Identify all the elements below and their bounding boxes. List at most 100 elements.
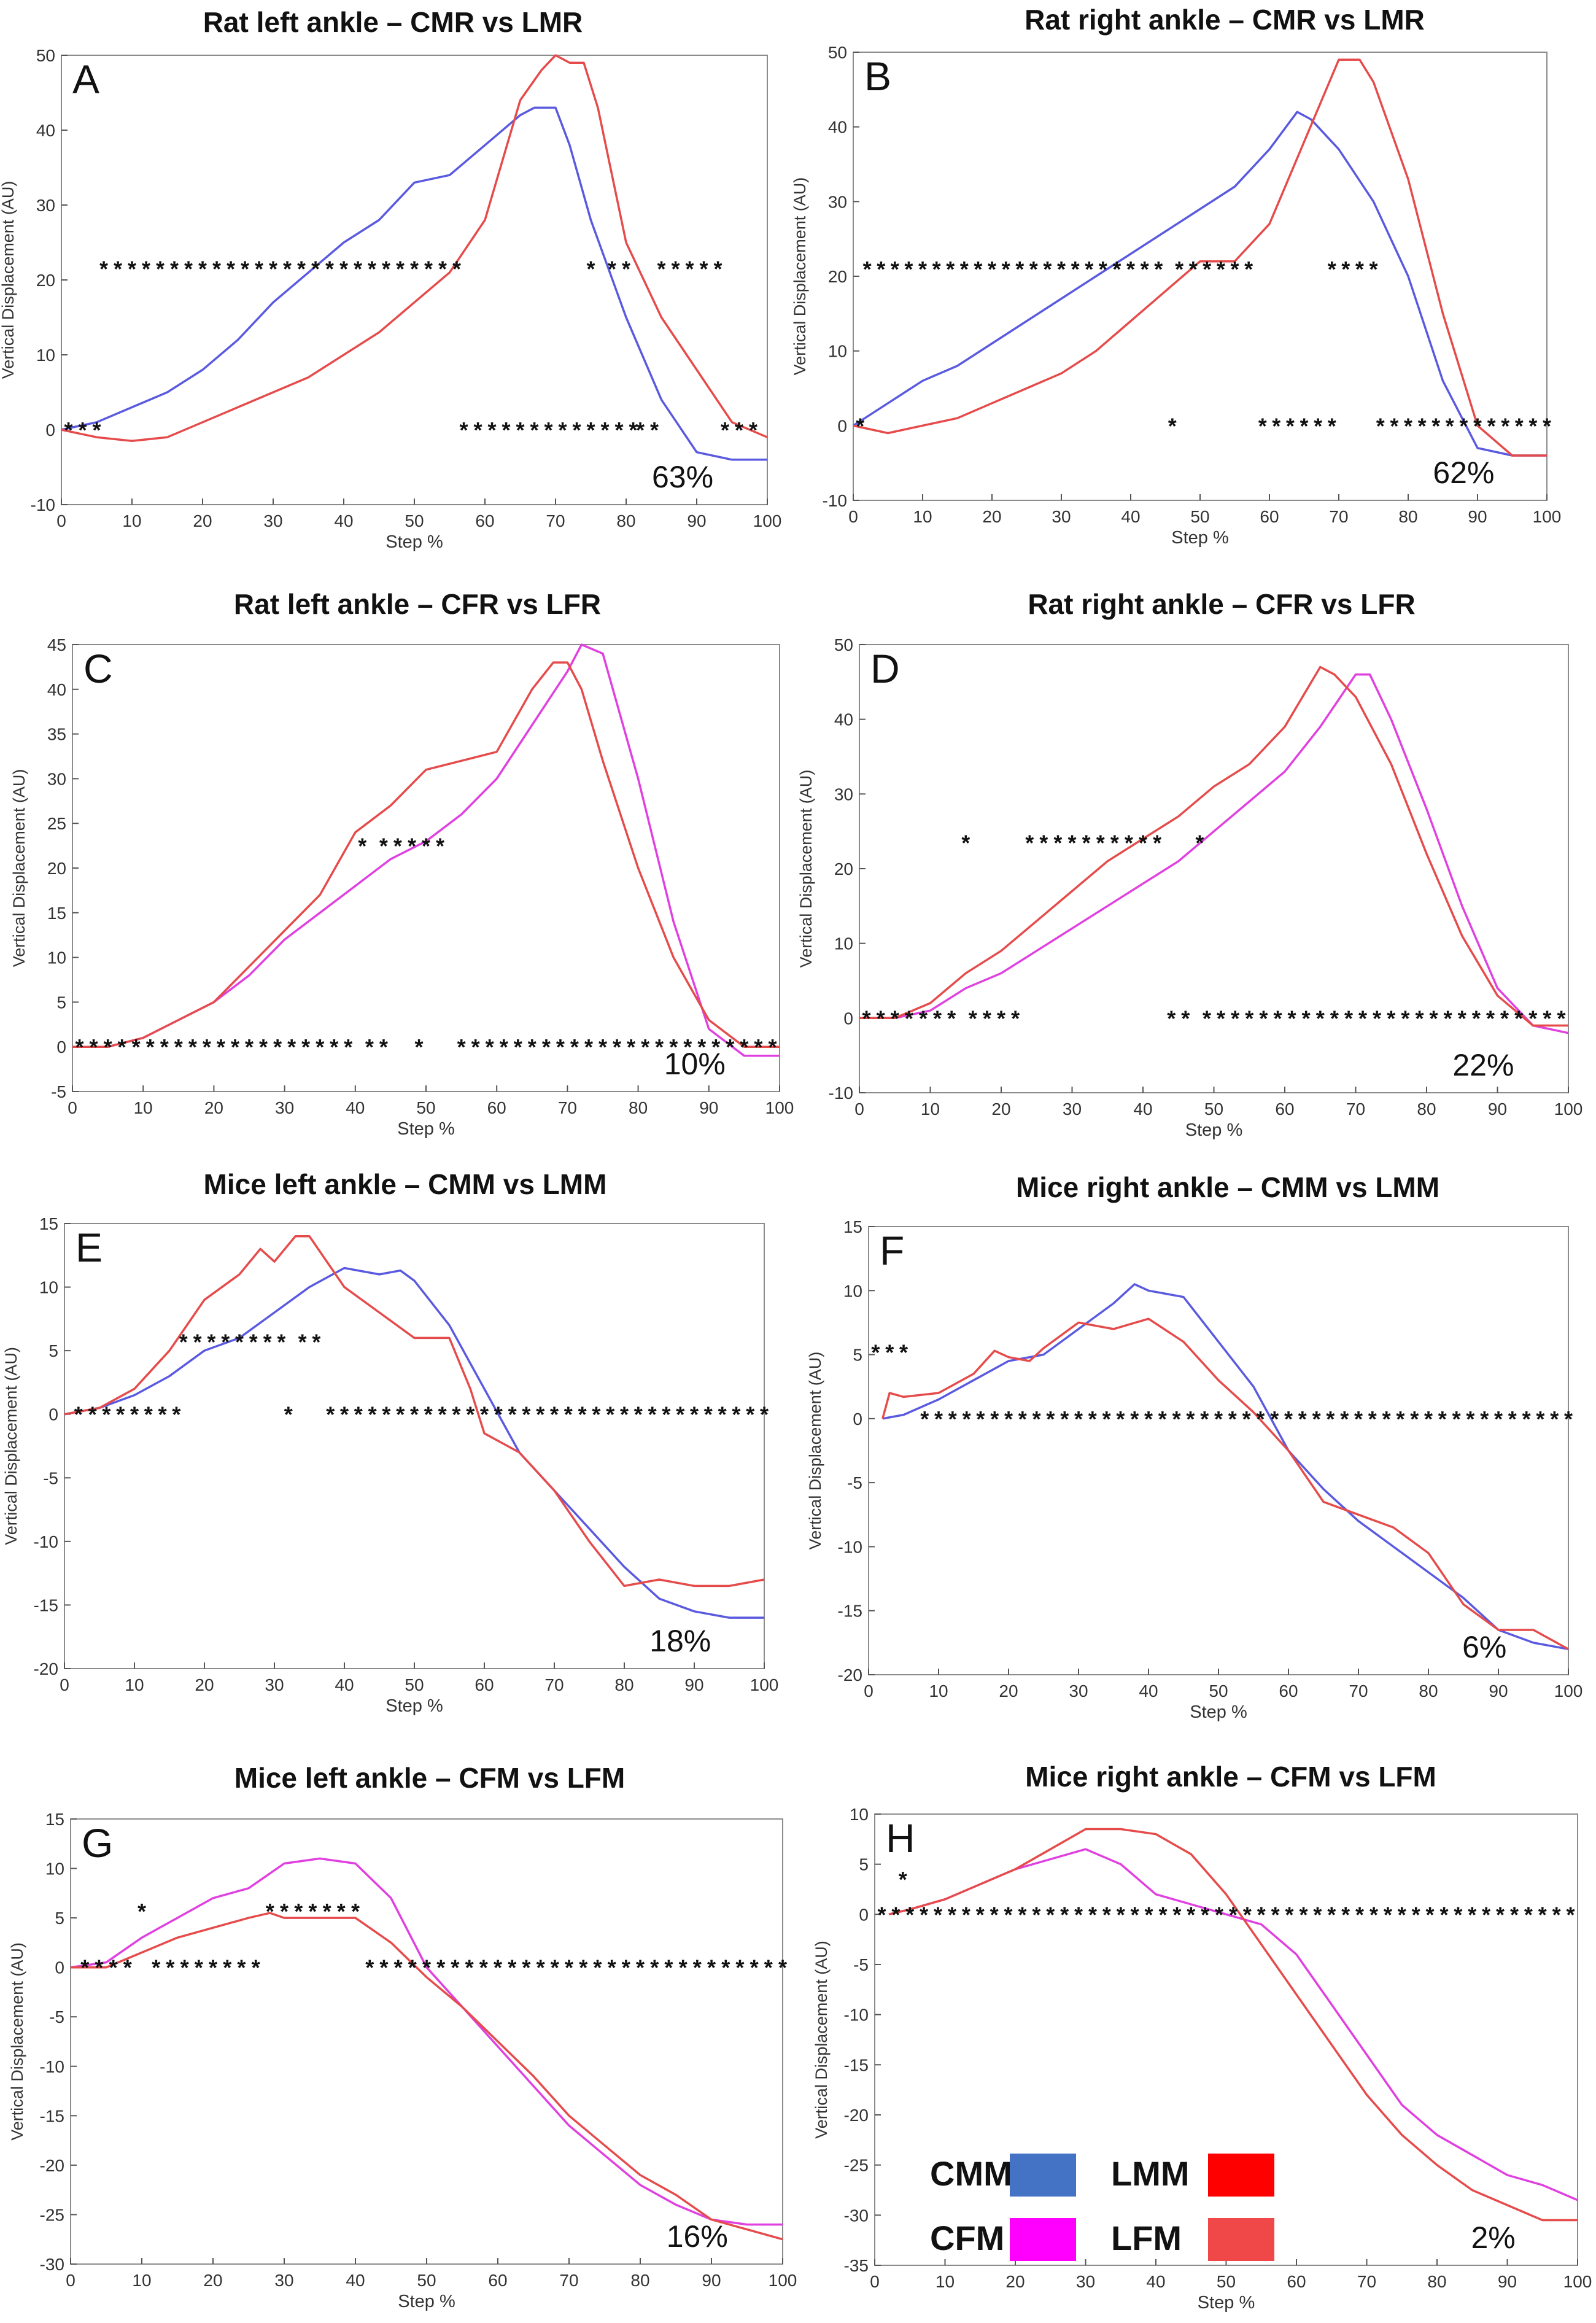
significance-marker: *	[158, 1402, 167, 1427]
significance-marker: *	[584, 1034, 593, 1060]
series-line-lmr	[61, 54, 768, 443]
significance-marker: *	[1496, 1902, 1505, 1927]
x-tick-label: 30	[275, 1098, 294, 1117]
significance-marker: *	[1285, 1902, 1294, 1927]
y-tick-label: 0	[859, 1905, 869, 1924]
series-line-cfm	[70, 1857, 783, 2226]
significance-marker: *	[1286, 413, 1295, 438]
significance-marker: *	[1466, 1406, 1474, 1432]
x-tick-label: 10	[913, 507, 932, 526]
significance-marker: *	[354, 257, 362, 282]
x-tick-label: 60	[1275, 1099, 1294, 1119]
series-line-lmm	[64, 1235, 765, 1588]
significance-marker: *	[650, 417, 659, 443]
significance-marker: *	[904, 257, 913, 282]
plot-frame	[853, 52, 1548, 501]
significance-marker: *	[1175, 257, 1183, 282]
significance-marker: *	[1459, 413, 1468, 438]
significance-marker: *	[344, 1034, 352, 1060]
significance-marker: *	[297, 257, 306, 282]
significance-marker: *	[235, 1330, 244, 1355]
significance-marker: *	[1398, 1902, 1406, 1927]
significance-marker: *	[962, 1902, 970, 1927]
significance-marker: *	[1117, 1902, 1125, 1927]
x-tick-label: 20	[193, 511, 212, 530]
y-tick-label: -20	[838, 1666, 862, 1685]
significance-marker: *	[382, 1402, 390, 1427]
significance-marker: *	[1396, 1406, 1404, 1432]
x-tick-label: 90	[699, 1098, 718, 1117]
significance-marker: *	[1401, 1006, 1409, 1031]
significance-marker: *	[1172, 1406, 1181, 1432]
significance-marker: *	[323, 1899, 331, 1924]
y-tick-label: 30	[828, 192, 847, 211]
significance-marker: *	[1368, 1406, 1377, 1432]
x-tick-label: 100	[1533, 507, 1562, 526]
significance-marker: *	[1004, 1902, 1013, 1927]
y-tick-label: 50	[834, 635, 853, 654]
significance-marker: *	[1438, 1406, 1447, 1432]
x-axis-label: Step %	[1190, 1702, 1247, 1722]
significance-marker: *	[537, 1955, 545, 1980]
significance-marker: *	[221, 1330, 230, 1355]
x-tick-label: 90	[684, 1675, 703, 1694]
significance-marker: *	[1189, 257, 1198, 282]
x-tick-label: 60	[1260, 507, 1279, 526]
y-tick-label: -10	[34, 1532, 58, 1551]
significance-marker: *	[542, 1034, 551, 1060]
x-tick-label: 30	[1076, 2272, 1095, 2291]
percent-label: 22%	[1452, 1048, 1514, 1082]
x-tick-label: 60	[488, 2271, 507, 2290]
significance-marker: *	[1144, 1406, 1153, 1432]
significance-marker: *	[424, 1402, 433, 1427]
x-tick-label: 40	[346, 2271, 365, 2290]
series-line-lfr	[72, 661, 780, 1048]
significance-marker: *	[142, 257, 150, 282]
significance-marker: *	[188, 1034, 197, 1060]
x-tick-label: 30	[1052, 507, 1071, 526]
significance-marker: *	[1515, 413, 1524, 438]
significance-marker: *	[877, 1006, 885, 1031]
x-tick-label: 10	[122, 511, 141, 530]
significance-marker: *	[693, 1955, 702, 1980]
significance-marker: *	[721, 417, 729, 443]
significance-marker: *	[885, 1340, 894, 1365]
percent-label: 18%	[649, 1624, 711, 1658]
significance-marker: *	[891, 1902, 900, 1927]
significance-marker: *	[565, 1955, 573, 1980]
significance-marker: *	[382, 257, 390, 282]
significance-marker: *	[241, 257, 249, 282]
significance-marker: *	[424, 257, 433, 282]
significance-marker: *	[80, 1955, 89, 1980]
y-tick-label: 10	[828, 342, 847, 361]
x-tick-label: 100	[769, 2271, 797, 2290]
significance-marker: *	[1243, 1902, 1252, 1927]
y-tick-label: 10	[45, 1860, 64, 1879]
panel-letter: E	[76, 1225, 103, 1270]
significance-marker: *	[479, 1955, 488, 1980]
y-tick-label: 45	[47, 635, 66, 654]
x-tick-label: 30	[274, 2271, 293, 2290]
significance-marker: *	[1214, 1406, 1223, 1432]
panel-title: Mice right ankle – CFM vs LFM	[1025, 1761, 1436, 1793]
significance-marker: *	[1480, 1406, 1489, 1432]
significance-marker: *	[1326, 1406, 1335, 1432]
significance-marker: *	[273, 1034, 282, 1060]
significance-marker: *	[1418, 413, 1427, 438]
y-tick-label: -5	[853, 1955, 869, 1974]
significance-marker: *	[1186, 1406, 1195, 1432]
significance-marker: *	[203, 1034, 211, 1060]
x-tick-label: 0	[854, 1099, 864, 1119]
panel-letter: B	[864, 53, 891, 99]
significance-marker: *	[471, 1034, 480, 1060]
significance-marker: *	[1203, 1006, 1211, 1031]
significance-marker: *	[516, 417, 524, 443]
significance-marker: *	[1145, 1902, 1153, 1927]
significance-marker: *	[1060, 1406, 1069, 1432]
plot-frame	[874, 1813, 1578, 2266]
panel-letter: A	[72, 56, 99, 102]
x-tick-label: 70	[1329, 507, 1348, 526]
significance-marker: *	[735, 417, 743, 443]
significance-marker: *	[1328, 413, 1336, 438]
